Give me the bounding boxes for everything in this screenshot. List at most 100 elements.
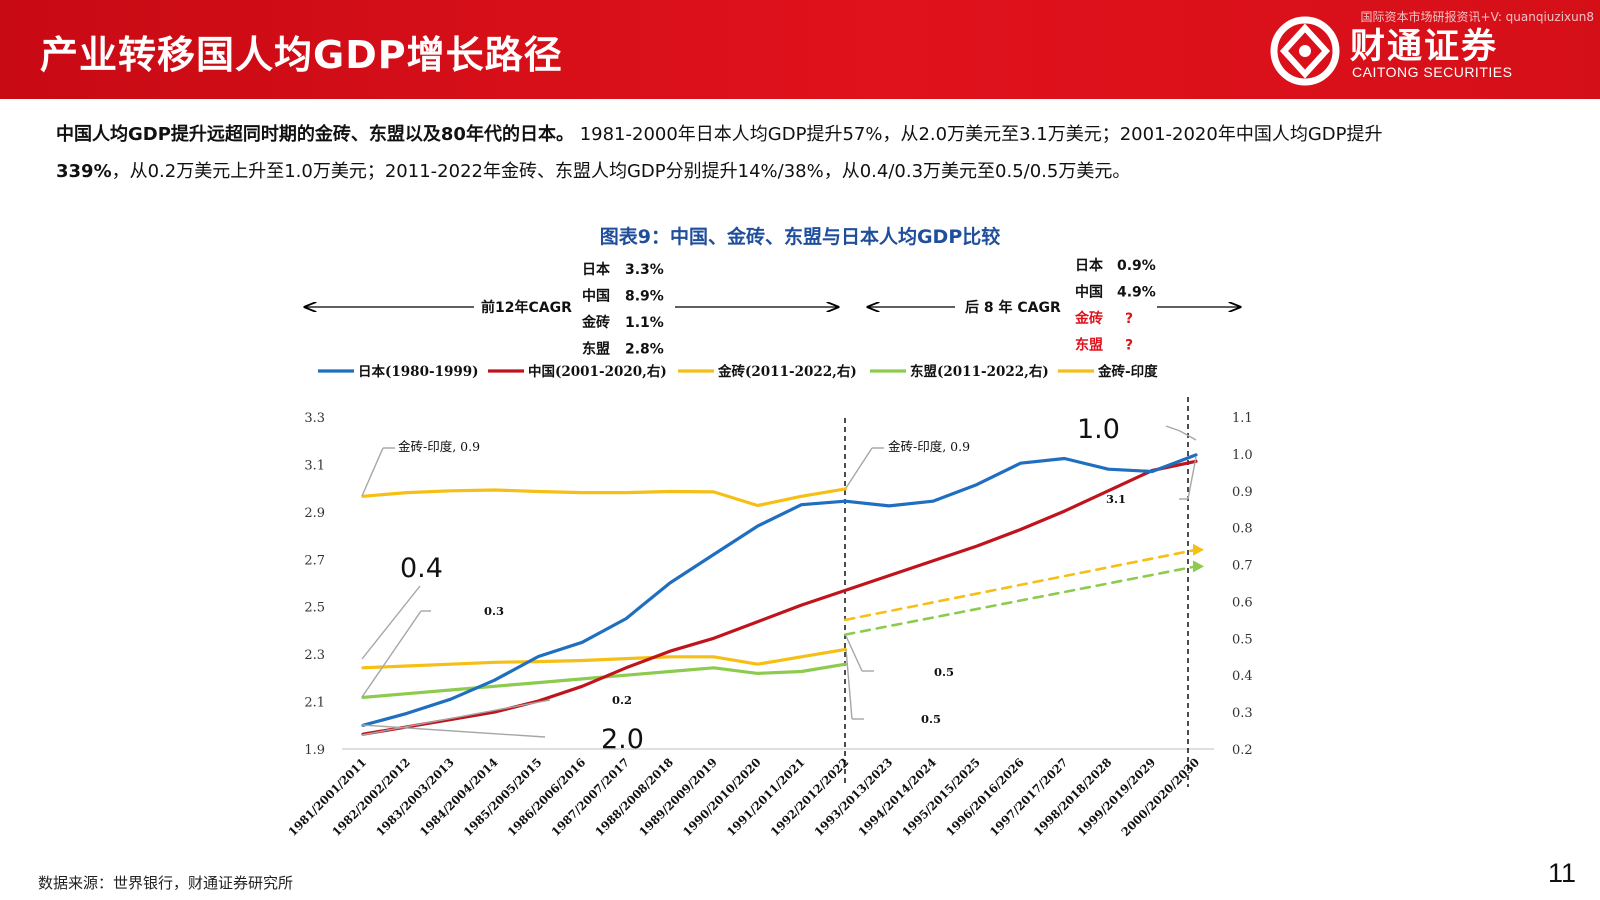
series-line [361,453,1198,727]
series-line [844,565,1198,636]
x-axis-category-label: 1999/2019/2029 [1075,755,1159,839]
annotation-brics-india-start: 金砖-印度, 0.9 [398,439,480,454]
page-number: 11 [1548,858,1577,888]
x-axis-category-label: 1993/2013/2023 [811,755,895,839]
logo-english-name: CAITONG SECURITIES [1352,64,1513,80]
right-axis-tick: 0.6 [1232,595,1253,610]
summary-paragraph: 中国人均GDP提升远超同时期的金砖、东盟以及80年代的日本。 1981-2000… [56,116,1556,190]
x-axis-category-label: 1985/2005/2015 [461,755,545,839]
logo-emblem-icon [1270,16,1340,86]
cagr-right-name: 东盟 [1075,337,1103,354]
series-line [361,459,1198,736]
summary-lead: 中国人均GDP提升远超同时期的金砖、东盟以及80年代的日本。 [56,124,574,145]
cagr-left-name: 中国 [582,288,610,305]
x-axis-category-label: 1984/2004/2014 [417,755,501,839]
annotation-leader-line [361,610,422,698]
annotation-asean-start: 0.3 [484,604,504,618]
series-line [361,647,847,670]
cagr-right-name: 中国 [1075,284,1103,301]
annotation-leader-line [1187,456,1197,500]
logo-chinese-name: 财通证券 [1350,27,1499,67]
cagr-left-name: 日本 [582,261,611,278]
x-axis-category-label: 1991/2011/2021 [724,755,808,839]
annotation-leader-line [361,447,384,497]
left-axis-tick: 2.5 [304,601,325,616]
right-axis-tick: 1.1 [1232,411,1253,426]
left-axis-tick: 2.3 [304,648,325,663]
annotation-brics-mid: 0.5 [934,665,954,679]
cagr-right-value: ? [1125,311,1133,327]
x-axis-category-label: 1994/2014/2024 [855,755,939,839]
cagr-right-value: ? [1125,338,1133,354]
cagr-left-value: 1.1% [625,315,664,331]
left-axis-tick: 3.3 [304,411,325,426]
company-logo: 财通证券 CAITONG SECURITIES [1270,16,1595,86]
cagr-left-value: 8.9% [625,289,664,305]
x-axis-category-label: 1981/2001/2011 [285,755,369,839]
cagr-right-value: 4.9% [1117,285,1156,301]
x-axis-category-label: 1986/2006/2016 [505,755,589,839]
legend-label: 中国(2001-2020,右) [528,363,667,380]
annotation-leader-line [845,447,873,489]
chart-annotations: 金砖-印度, 0.9 金砖-印度, 0.9 1.0 3.1 0.4 0.3 0.2 2.0 0.… [361,414,1197,755]
left-axis-tick: 2.9 [304,506,325,521]
summary-line2: ，从0.2万美元上升至1.0万美元；2011-2022年金砖、东盟人均GDP分别… [111,161,1131,182]
chart-series [361,453,1204,736]
left-axis-tick: 2.1 [304,696,325,711]
watermark-text: 国际资本市场研报资讯+V: quanqiuzixun8 [1360,10,1594,24]
summary-pct: 339% [56,161,112,182]
x-axis-category-label: 1990/2010/2020 [680,755,764,839]
chart-title: 图表9：中国、金砖、东盟与日本人均GDP比较 [599,226,1001,248]
right-axis-tick: 0.8 [1232,522,1253,537]
x-axis-category-label: 1997/2017/2027 [987,755,1071,839]
series-line [361,662,847,699]
annotation-leader-line [361,585,421,660]
right-axis-tick: 0.3 [1232,706,1253,721]
cagr-left-name: 金砖 [581,314,610,331]
cagr-right-name: 金砖 [1074,310,1103,327]
cagr-left-value: 2.8% [625,342,664,358]
left-axis-tick: 1.9 [304,743,325,758]
right-axis-tick: 0.5 [1232,632,1253,647]
cagr-panel: 前12年CAGR 日本 3.3% 中国 8.9% 金砖 1.1% 东盟 2.8% 后 8 年 CA… [305,257,1240,358]
page-title: 产业转移国人均GDP增长路径 [40,33,563,77]
annotation-leader-line [845,648,853,720]
x-axis-category-label: 1988/2008/2018 [592,755,676,839]
left-axis-tick: 2.7 [304,553,325,568]
projection-arrowhead [1193,543,1204,556]
annotation-japan-start: 2.0 [601,724,644,755]
annotation-leader-line [361,724,546,738]
legend-label: 金砖(2011-2022,右) [717,363,857,380]
x-axis-category-label: 1989/2009/2019 [636,755,720,839]
annotation-japan-end: 3.1 [1106,492,1126,506]
right-axis-tick: 0.9 [1232,485,1253,500]
cagr-left-label: 前12年CAGR [481,299,572,316]
x-axis-category-label: 1987/2007/2017 [548,755,632,839]
cagr-left-value: 3.3% [625,262,664,278]
legend-label: 日本(1980-1999) [358,363,479,380]
annotation-china-start: 0.2 [612,693,632,707]
right-axis-tick: 0.4 [1232,669,1253,684]
x-axis-category-label: 1992/2012/2022 [768,755,852,839]
x-axis-category-label: 1998/2018/2028 [1031,755,1115,839]
header-bar: 产业转移国人均GDP增长路径 国际资本市场研报资讯+V: quanqiuzixu… [0,0,1600,99]
legend-label: 东盟(2011-2022,右) [910,363,1049,380]
annotation-china-end: 1.0 [1077,414,1120,445]
x-axis-category-label: 1996/2016/2026 [943,755,1027,839]
chart-legend: 日本(1980-1999) 中国(2001-2020,右) 金砖(2011-2022… [318,363,1158,380]
annotation-brics-start: 0.4 [400,553,443,584]
x-axis-category-label: 1982/2002/2012 [329,755,413,839]
annotation-brics-india-end: 金砖-印度, 0.9 [888,439,970,454]
right-axis-tick: 0.2 [1232,743,1253,758]
annotation-leader-line [361,699,551,736]
legend-label: 金砖-印度 [1097,363,1158,380]
projection-arrowhead [1193,560,1204,573]
x-axis-category-label: 2000/2020/2030 [1118,755,1202,839]
series-line [361,487,847,508]
series-line [844,548,1198,622]
summary-line1: 1981-2000年日本人均GDP提升57%，从2.0万美元至3.1万美元；20… [573,124,1383,145]
annotation-asean-mid: 0.5 [921,712,941,726]
cagr-right-label: 后 8 年 CAGR [965,299,1061,316]
x-axis-category-label: 1995/2015/2025 [899,755,983,839]
